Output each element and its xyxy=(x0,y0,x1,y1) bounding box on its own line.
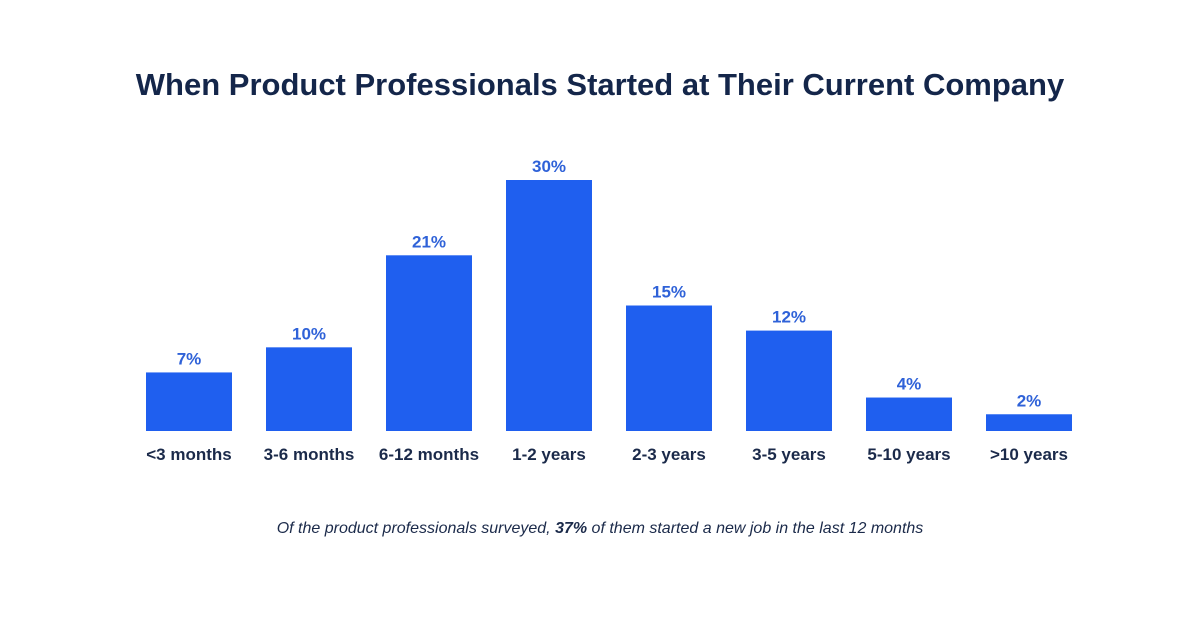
bars-group: 7% <3 months 10% 3-6 months 21% 6-12 months 30… xyxy=(146,157,1072,464)
bar xyxy=(866,397,952,431)
bar xyxy=(986,414,1072,431)
bar xyxy=(746,330,832,431)
data-label: 30% xyxy=(532,157,566,176)
category-label: 6-12 months xyxy=(379,445,479,464)
category-label: 3-6 months xyxy=(264,445,355,464)
data-label: 15% xyxy=(652,283,686,302)
footnote-text-2: of them started a new job in the last 12… xyxy=(587,520,923,537)
bar xyxy=(626,305,712,431)
footnote-text-1: Of the product professionals surveyed, xyxy=(277,520,555,537)
data-label: 21% xyxy=(412,232,446,251)
chart-title: When Product Professionals Started at Th… xyxy=(136,67,1065,102)
footnote-highlight: 37% xyxy=(555,520,587,537)
bar xyxy=(386,255,472,431)
category-label: 5-10 years xyxy=(867,445,950,464)
bar xyxy=(146,372,232,431)
category-label: 1-2 years xyxy=(512,445,586,464)
bar xyxy=(266,347,352,431)
data-label: 4% xyxy=(897,375,922,394)
data-label: 12% xyxy=(772,308,806,327)
category-label: <3 months xyxy=(146,445,232,464)
data-label: 10% xyxy=(292,324,326,343)
category-label: >10 years xyxy=(990,445,1068,464)
category-label: 3-5 years xyxy=(752,445,826,464)
data-label: 2% xyxy=(1017,391,1042,410)
bar xyxy=(506,180,592,431)
footnote: Of the product professionals surveyed, 3… xyxy=(277,520,924,537)
data-label: 7% xyxy=(177,349,202,368)
category-label: 2-3 years xyxy=(632,445,706,464)
